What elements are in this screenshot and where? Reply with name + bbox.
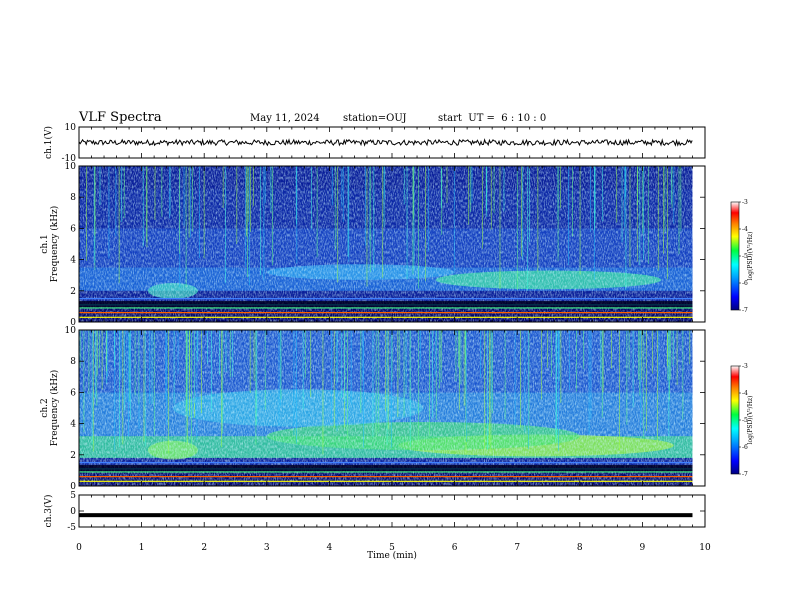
x-tick-label: 8: [577, 543, 583, 553]
y-tick-label: 6: [70, 224, 76, 234]
colorbar-tick-label: -5: [742, 253, 748, 260]
spectrogram-ch2-spectrogram: [79, 330, 693, 486]
spectrogram-ch1-spectrogram: [79, 166, 693, 322]
y-tick-label: 0: [70, 318, 76, 328]
y-axis-title: ch.3(V): [43, 495, 54, 528]
colorbar-tick-label: -4: [742, 226, 748, 233]
x-tick-label: 3: [264, 543, 270, 553]
waveform-trace-ch1: [78, 138, 693, 147]
x-tick-label: 9: [640, 543, 646, 553]
colorbar: [730, 201, 740, 311]
colorbar-tick-label: -3: [742, 363, 748, 370]
dark-band: [79, 464, 693, 472]
y-tick-label: 6: [70, 388, 76, 398]
colorbar-tick-label: -7: [742, 307, 748, 314]
x-tick-label: 1: [139, 543, 145, 553]
y-tick-label: 10: [65, 123, 77, 133]
colorbar: [730, 365, 740, 475]
y-tick-label: 4: [70, 420, 76, 430]
colorbar-tick-label: -5: [742, 417, 748, 424]
colorbar-tick-label: -6: [742, 444, 748, 451]
y-axis-title-channel: ch.1: [40, 234, 50, 253]
y-tick-label: 8: [70, 357, 76, 367]
y-tick-label: -5: [67, 523, 76, 533]
y-tick-label: 0: [70, 482, 76, 492]
colorbar-tick-label: -3: [742, 199, 748, 206]
y-tick-label: 2: [70, 287, 76, 297]
y-tick-label: 10: [65, 326, 77, 336]
waveform-trace-ch3: [79, 513, 693, 518]
y-tick-label: 4: [70, 256, 76, 266]
y-tick-label: 8: [70, 193, 76, 203]
start-ut-label: start UT = 6 : 10 : 0: [438, 113, 547, 124]
y-axis-title-frequency: Frequency (kHz): [49, 370, 60, 447]
date-label: May 11, 2024: [250, 113, 320, 124]
station-label: station=OUJ: [343, 113, 407, 124]
chart-title: VLF Spectra: [79, 110, 162, 125]
colorbar-tick-label: -4: [742, 390, 748, 397]
y-tick-label: 0: [70, 507, 76, 517]
y-tick-label: 2: [70, 451, 76, 461]
colorbar-tick-label: -6: [742, 280, 748, 287]
y-axis-title: ch.1(V): [43, 126, 54, 159]
y-tick-label: 10: [65, 162, 77, 172]
x-tick-label: 2: [201, 543, 207, 553]
colorbar-title: log(PSD)(V²/Hz): [747, 232, 754, 281]
x-tick-label: 4: [327, 543, 333, 553]
x-tick-label: 7: [514, 543, 520, 553]
y-axis-title-frequency: Frequency (kHz): [49, 206, 60, 283]
dark-band: [79, 300, 693, 308]
y-tick-label: -10: [62, 154, 77, 164]
x-axis-title: Time (min): [367, 550, 417, 561]
x-tick-label: 10: [699, 543, 711, 553]
y-axis-title-channel: ch.2: [40, 398, 50, 417]
x-tick-label: 6: [452, 543, 458, 553]
x-tick-label: 5: [389, 543, 395, 553]
colorbar-tick-label: -7: [742, 471, 748, 478]
y-tick-label: 5: [70, 491, 76, 501]
x-tick-label: 0: [76, 543, 82, 553]
colorbar-title: log(PSD)(V²/Hz): [747, 396, 754, 445]
